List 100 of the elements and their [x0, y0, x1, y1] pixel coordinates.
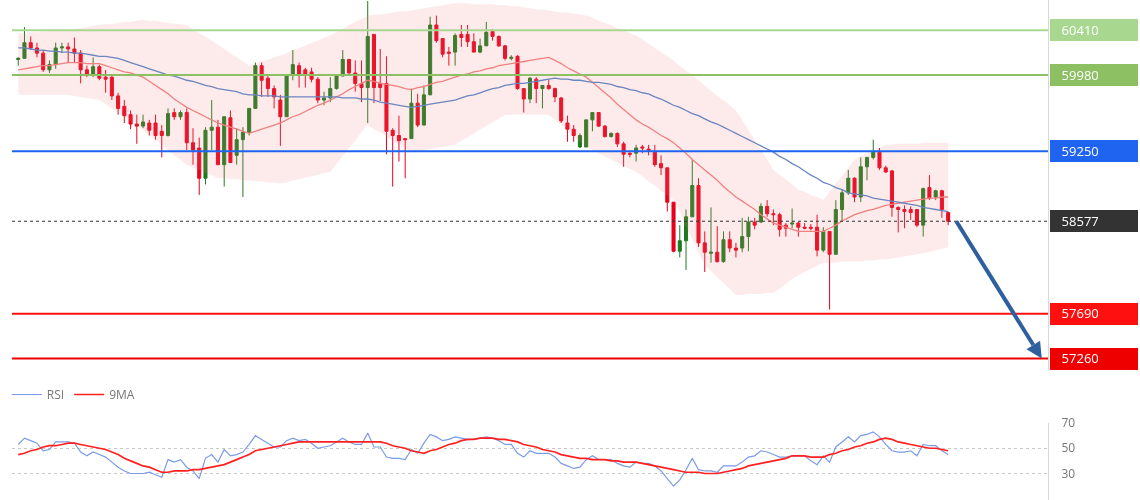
legend-label: 9MA — [109, 386, 135, 404]
candlestick — [91, 56, 96, 78]
candlestick — [66, 42, 71, 64]
candlestick — [384, 55, 389, 155]
candlestick — [28, 35, 33, 51]
candlestick — [503, 44, 508, 61]
y-tick-label: 60410 — [1061, 20, 1099, 39]
y-tick-label: 59250 — [1061, 141, 1099, 160]
candlestick — [197, 137, 202, 196]
candlestick — [253, 62, 258, 109]
candlestick — [933, 189, 938, 201]
y-tick-label: 58577 — [1061, 211, 1099, 230]
candlestick — [84, 65, 89, 78]
candlestick — [684, 208, 689, 271]
candlestick — [627, 151, 632, 158]
candlestick — [365, 0, 370, 124]
line-series — [17, 56, 949, 233]
y-tick-label: 50 — [1061, 439, 1076, 457]
candlestick — [571, 124, 576, 143]
candlestick — [259, 62, 264, 98]
candlestick — [677, 224, 682, 258]
candlestick — [415, 93, 420, 128]
candlestick — [877, 147, 882, 171]
candlestick — [521, 88, 526, 114]
candlestick — [153, 114, 158, 141]
candlestick — [808, 223, 813, 231]
candlestick — [59, 42, 64, 54]
candlestick — [821, 226, 826, 253]
candlestick — [927, 174, 932, 201]
line-series — [17, 431, 949, 487]
candlestick — [671, 201, 676, 253]
candlestick — [584, 119, 589, 148]
candlestick — [746, 216, 751, 252]
candlestick — [247, 107, 252, 136]
candlestick — [902, 204, 907, 229]
candlestick — [871, 139, 876, 160]
candlestick — [215, 119, 220, 166]
candlestick — [727, 230, 732, 253]
candlestick — [147, 119, 152, 136]
candlestick — [421, 84, 426, 126]
candlestick — [721, 230, 726, 264]
candlestick — [228, 109, 233, 164]
y-tick-label: 57690 — [1061, 304, 1099, 323]
candlestick — [403, 138, 408, 179]
candlestick — [833, 199, 838, 255]
candlestick — [534, 76, 539, 104]
candlestick — [297, 62, 302, 89]
candlestick — [22, 26, 27, 59]
candlestick — [846, 169, 851, 196]
candlestick — [371, 33, 376, 104]
candlestick — [159, 124, 164, 158]
candlestick — [172, 107, 177, 121]
candlestick — [209, 99, 214, 151]
candlestick — [527, 76, 533, 104]
candlestick — [939, 189, 944, 219]
candlestick — [708, 206, 714, 264]
candlestick — [702, 230, 707, 273]
candlestick — [203, 126, 208, 185]
candlestick — [240, 126, 245, 198]
candlestick — [552, 87, 557, 103]
candlestick — [116, 92, 121, 116]
candlestick — [883, 165, 888, 174]
candlestick — [446, 46, 451, 67]
candlestick — [471, 32, 476, 53]
candlestick — [565, 115, 570, 143]
candlestick — [889, 169, 894, 218]
candlestick — [652, 144, 657, 168]
candlestick — [659, 154, 664, 176]
candlestick — [396, 115, 401, 163]
candlestick — [290, 49, 295, 81]
candlestick — [484, 21, 489, 47]
candlestick — [390, 127, 395, 188]
candlestick — [78, 49, 83, 84]
candlestick — [428, 16, 433, 96]
candlestick — [334, 74, 339, 91]
candlestick — [134, 114, 139, 145]
y-tick-label: 30 — [1061, 464, 1076, 482]
candlestick — [609, 131, 614, 139]
candlestick — [546, 78, 551, 91]
candlestick — [696, 177, 701, 248]
candlestick — [827, 230, 832, 311]
candlestick — [559, 96, 564, 124]
candlestick — [596, 112, 601, 128]
candlestick — [346, 58, 352, 76]
candlestick — [858, 156, 863, 203]
candlestick — [665, 167, 670, 213]
candlestick — [72, 37, 77, 64]
candlestick — [453, 32, 458, 67]
candlestick — [190, 127, 196, 166]
candlestick — [946, 211, 951, 226]
candlestick — [921, 187, 926, 238]
candlestick — [278, 94, 283, 147]
candlestick — [16, 56, 21, 67]
candlestick — [752, 217, 757, 230]
candlestick — [790, 207, 795, 229]
y-tick-label: 57260 — [1061, 349, 1099, 368]
candlestick — [896, 206, 901, 233]
candlestick — [359, 59, 364, 103]
candlestick — [914, 208, 919, 228]
candlestick — [577, 132, 582, 149]
